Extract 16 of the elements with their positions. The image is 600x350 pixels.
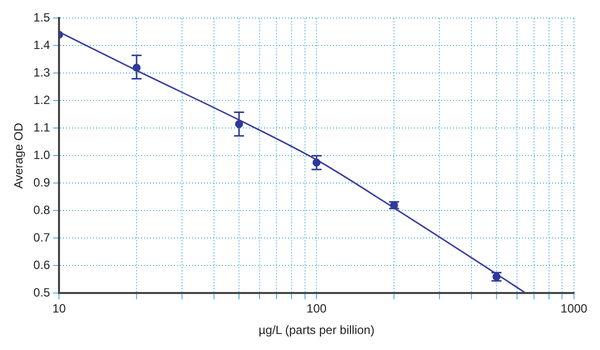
y-tick-label: 0.7 (33, 230, 50, 245)
x-tick-label: 1000 (560, 302, 588, 316)
y-tick-label: 1.4 (33, 38, 50, 52)
y-tick-label: 0.8 (33, 203, 50, 218)
x-axis-title: µg/L (parts per billion) (258, 323, 374, 338)
y-tick-label: 1.3 (33, 66, 50, 80)
y-tick-label: 0.6 (33, 258, 50, 272)
y-axis-title: Average OD (12, 122, 26, 189)
y-tick-label: 0.5 (33, 286, 50, 300)
x-tick-label: 10 (52, 302, 66, 316)
y-tick-label: 1.0 (33, 148, 50, 162)
y-tick-label: 0.9 (33, 176, 50, 190)
y-tick-label: 1.2 (33, 93, 50, 108)
y-tick-label: 1.5 (33, 10, 50, 25)
y-tick-label: 1.1 (33, 120, 50, 135)
x-tick-label: 100 (306, 302, 327, 316)
